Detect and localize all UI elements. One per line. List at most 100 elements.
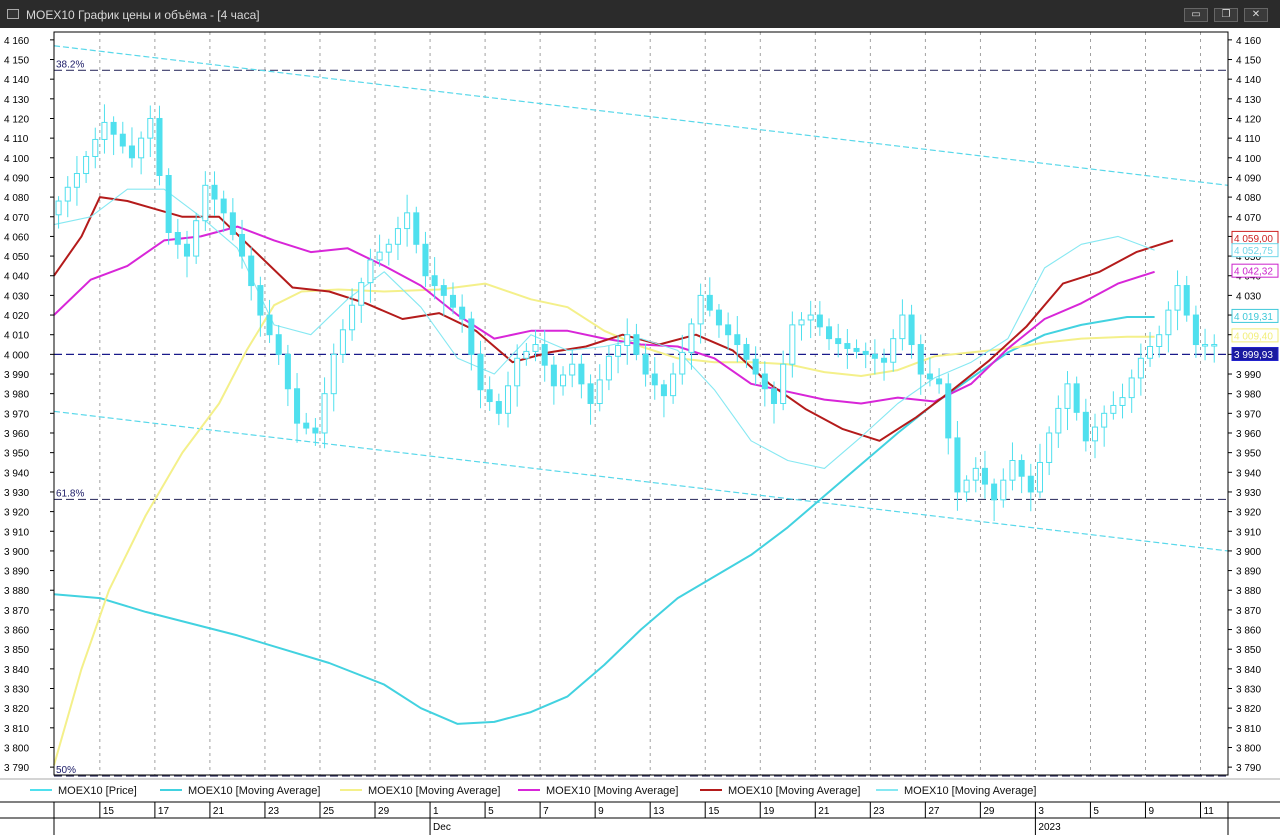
x-tick-label: 25 bbox=[323, 806, 335, 817]
x-tick-label: 5 bbox=[1093, 806, 1099, 817]
legend: MOEX10 [Price] MOEX10 [Moving Average] MOE… bbox=[0, 778, 1280, 797]
candle-body-13 bbox=[174, 231, 181, 245]
legend-label: MOEX10 [Price] bbox=[58, 785, 137, 797]
candle-body-109 bbox=[1055, 407, 1062, 434]
candle-body-49 bbox=[504, 385, 512, 414]
candle-body-83 bbox=[816, 314, 823, 328]
candle-body-70 bbox=[697, 294, 704, 325]
candle-body-119 bbox=[1147, 345, 1154, 359]
y-tick-label-left: 3 970 bbox=[4, 409, 29, 420]
y-tick-label-right: 3 900 bbox=[1236, 547, 1261, 558]
x-tick-label: 29 bbox=[378, 806, 390, 817]
candle-body-84 bbox=[826, 326, 833, 340]
y-tick-label-right: 3 950 bbox=[1236, 449, 1261, 460]
candle-body-125 bbox=[1202, 344, 1209, 347]
y-tick-label-left: 3 990 bbox=[4, 370, 29, 381]
y-tick-label-right: 3 990 bbox=[1236, 370, 1261, 381]
y-tick-label-left: 4 090 bbox=[4, 173, 29, 184]
candle-body-48 bbox=[495, 401, 502, 414]
candle-body-65 bbox=[651, 373, 658, 386]
y-tick-label-left: 3 810 bbox=[4, 724, 29, 735]
y-tick-label-left: 4 070 bbox=[4, 213, 29, 224]
price-label: 4 019,31 bbox=[1234, 312, 1273, 323]
candle-body-22 bbox=[257, 285, 264, 316]
y-tick-label-left: 4 030 bbox=[4, 291, 29, 302]
candle-body-46 bbox=[477, 353, 484, 391]
y-tick-label-right: 4 110 bbox=[1236, 134, 1261, 145]
y-tick-label-right: 3 800 bbox=[1236, 743, 1261, 754]
candle-body-81 bbox=[798, 319, 805, 326]
candle-body-88 bbox=[862, 350, 869, 355]
legend-label: MOEX10 [Moving Average] bbox=[188, 785, 320, 797]
x-tick-label: 29 bbox=[983, 806, 995, 817]
candle-body-80 bbox=[789, 324, 796, 365]
candle-body-26 bbox=[294, 388, 301, 424]
candle-body-71 bbox=[706, 294, 713, 311]
candle-body-115 bbox=[1110, 404, 1117, 414]
y-tick-label-right: 4 080 bbox=[1236, 193, 1261, 204]
candle-body-77 bbox=[761, 373, 768, 390]
price-label-box-1 bbox=[1231, 243, 1279, 258]
candle-body-122 bbox=[1174, 285, 1181, 311]
channel-line-lower bbox=[53, 410, 1229, 552]
candle-body-45 bbox=[468, 318, 475, 355]
y-tick-label-left: 3 930 bbox=[4, 488, 29, 499]
y-tick-label-left: 4 040 bbox=[4, 272, 29, 283]
x-tick-label: 1 bbox=[433, 806, 439, 817]
x-tick-label: 5 bbox=[488, 806, 494, 817]
price-label: 3 999,93 bbox=[1234, 350, 1273, 361]
chart-window-icon bbox=[7, 9, 19, 19]
close-button[interactable]: ✕ bbox=[1244, 8, 1268, 22]
candle-body-75 bbox=[743, 344, 750, 360]
x-tick-label: 9 bbox=[598, 806, 604, 817]
legend-label: MOEX10 [Moving Average] bbox=[368, 785, 500, 797]
y-tick-label-right: 4 160 bbox=[1236, 36, 1261, 47]
y-tick-label-right: 3 830 bbox=[1236, 685, 1261, 696]
series-line-3 bbox=[53, 225, 1155, 405]
candle-body-24 bbox=[275, 334, 282, 355]
candle-body-44 bbox=[459, 306, 466, 320]
candle-body-59 bbox=[596, 379, 603, 404]
candle-body-42 bbox=[440, 285, 447, 296]
y-tick-label-right: 4 140 bbox=[1236, 75, 1261, 86]
candle-body-68 bbox=[679, 351, 686, 375]
candle-body-113 bbox=[1091, 426, 1099, 442]
minimize-button[interactable]: ▭ bbox=[1184, 8, 1208, 22]
y-tick-label-left: 3 890 bbox=[4, 567, 29, 578]
y-tick-label-left: 3 900 bbox=[4, 547, 29, 558]
candle-body-101 bbox=[981, 467, 988, 485]
candle-body-96 bbox=[936, 378, 943, 385]
candle-body-121 bbox=[1165, 309, 1172, 336]
y-tick-label-left: 3 940 bbox=[4, 468, 29, 479]
price-chart[interactable]: 38.2% 61.8% 50% 4 160 4 160 4 150 4 150 4 140 4… bbox=[0, 28, 1280, 835]
price-labels: 4 059,004 052,75 4 042,32 4 019,31 4 009,40… bbox=[1231, 230, 1279, 361]
candle-body-69 bbox=[688, 323, 695, 353]
x-tick-label: 15 bbox=[708, 806, 720, 817]
channel-line-upper bbox=[53, 45, 1229, 186]
candle-body-67 bbox=[670, 373, 677, 397]
candle-body-12 bbox=[165, 174, 172, 233]
x-tick-label: 23 bbox=[268, 806, 280, 817]
y-tick-label-left: 3 800 bbox=[4, 743, 29, 754]
y-tick-label-left: 4 140 bbox=[4, 75, 29, 86]
trend-channel bbox=[53, 45, 1229, 552]
price-label: 4 052,75 bbox=[1234, 246, 1273, 257]
x-tick-label: 19 bbox=[763, 806, 775, 817]
price-label: 4 059,00 bbox=[1234, 234, 1273, 245]
x-month-label: 2023 bbox=[1038, 822, 1061, 833]
candle-body-56 bbox=[569, 363, 576, 376]
candle-body-102 bbox=[991, 483, 998, 501]
candle-body-31 bbox=[339, 329, 346, 355]
candle-body-8 bbox=[128, 145, 135, 159]
y-tick-label-left: 4 050 bbox=[4, 252, 29, 263]
candle-body-106 bbox=[1027, 475, 1034, 493]
title-bar: MOEX10 График цены и объёма - [4 часа] ▭… bbox=[0, 0, 1280, 29]
candle-body-15 bbox=[193, 220, 200, 257]
candle-body-29 bbox=[321, 393, 328, 434]
candle-body-36 bbox=[385, 243, 392, 253]
y-tick-label-left: 3 840 bbox=[4, 665, 29, 676]
restore-button[interactable]: ❐ bbox=[1214, 8, 1238, 22]
y-tick-label-left: 3 860 bbox=[4, 626, 29, 637]
candle-body-120 bbox=[1156, 334, 1163, 347]
